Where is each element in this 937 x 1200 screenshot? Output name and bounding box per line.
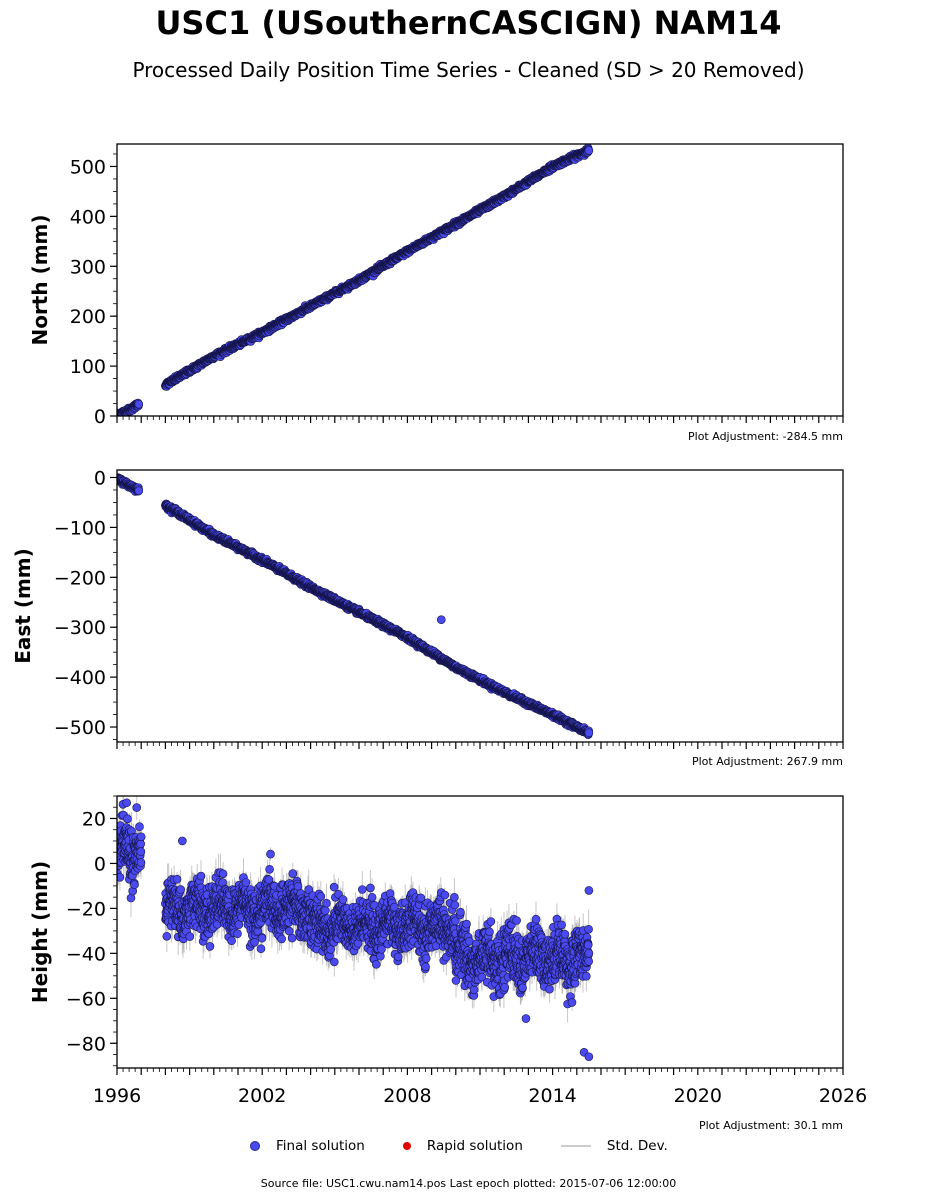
y-tick-label: −300	[54, 617, 106, 639]
y-tick-label: 300	[70, 256, 106, 278]
plot-adjustment-note: Plot Adjustment: 267.9 mm	[692, 755, 843, 768]
y-tick-label: −200	[54, 567, 106, 589]
y-axis-label: East (mm)	[11, 548, 35, 664]
y-tick-label: 100	[70, 356, 106, 378]
data-points	[117, 473, 594, 740]
y-tick-label: −100	[54, 517, 106, 539]
y-tick-label: 0	[94, 406, 106, 428]
panel-1: 0 100 200 300 400 500 North (mm) Plot Adjustmen…	[28, 143, 844, 443]
chart-title: USC1 (USouthernCASCIGN) NAM14	[155, 4, 782, 42]
plot-adjustment-note: Plot Adjustment: -284.5 mm	[688, 430, 843, 443]
chart-subtitle: Processed Daily Position Time Series - C…	[132, 58, 805, 82]
panel-2: 0 −100 −200 −300 −400 −500 East (mm) Plot Adjus…	[11, 467, 844, 768]
axes-frame	[116, 469, 844, 743]
data-point	[436, 615, 446, 625]
data-point	[134, 399, 144, 409]
y-tick-label: 400	[70, 206, 106, 228]
final-solution-points	[117, 144, 594, 416]
y-tick-label: −400	[54, 667, 106, 689]
data-point	[134, 486, 144, 496]
final-solution-points	[117, 473, 594, 740]
data-point	[584, 728, 594, 738]
axes-frame	[116, 143, 844, 417]
data-point	[584, 146, 594, 155]
y-tick-label: −500	[54, 717, 106, 739]
data-points	[117, 144, 594, 416]
data-points	[117, 796, 594, 1062]
y-tick-label: 0	[94, 467, 106, 489]
y-axis-label: North (mm)	[28, 214, 52, 345]
y-tick-label: 200	[70, 306, 106, 328]
y-tick-label: 500	[70, 156, 106, 178]
